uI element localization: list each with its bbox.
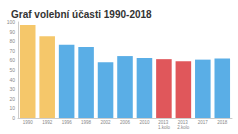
svg-text:Graf volební účasti 1990-2018: Graf volební účasti 1990-2018: [11, 9, 152, 20]
svg-text:1998: 1998: [81, 120, 92, 125]
svg-text:1990: 1990: [23, 120, 34, 125]
svg-text:2010: 2010: [139, 120, 150, 125]
svg-text:80: 80: [9, 38, 15, 44]
svg-text:50: 50: [9, 67, 15, 73]
svg-text:2006: 2006: [120, 120, 131, 125]
svg-text:30: 30: [9, 86, 15, 92]
svg-text:0: 0: [12, 115, 15, 121]
svg-text:2.kolo: 2.kolo: [177, 125, 190, 130]
svg-text:2018: 2018: [217, 120, 228, 125]
svg-text:40: 40: [9, 77, 15, 83]
svg-text:1992: 1992: [42, 120, 53, 125]
svg-text:2017: 2017: [198, 120, 209, 125]
svg-text:100: 100: [7, 19, 16, 25]
svg-text:90: 90: [9, 29, 15, 35]
svg-text:2013: 2013: [177, 120, 189, 125]
svg-text:2002: 2002: [101, 120, 112, 125]
svg-text:1996: 1996: [62, 120, 73, 125]
svg-text:1.kolo: 1.kolo: [158, 125, 171, 130]
svg-text:10: 10: [9, 105, 15, 111]
svg-text:2013: 2013: [158, 120, 170, 125]
svg-text:70: 70: [9, 48, 15, 54]
svg-text:60: 60: [9, 57, 15, 63]
svg-text:20: 20: [9, 96, 15, 102]
